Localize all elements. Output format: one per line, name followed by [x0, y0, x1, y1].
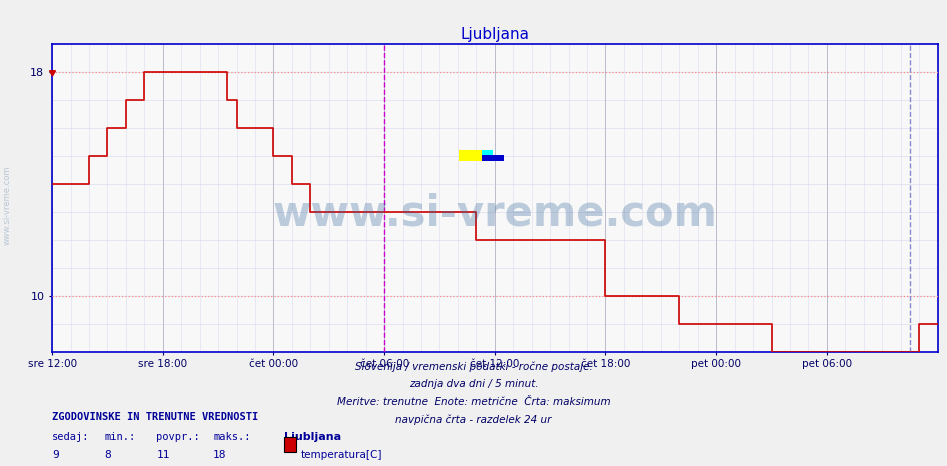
Title: Ljubljana: Ljubljana — [460, 27, 529, 42]
Text: navpična črta - razdelek 24 ur: navpična črta - razdelek 24 ur — [395, 414, 552, 425]
Text: www.si-vreme.com: www.si-vreme.com — [273, 192, 717, 234]
Text: 18: 18 — [213, 450, 226, 459]
Text: min.:: min.: — [104, 432, 135, 442]
Text: Meritve: trenutne  Enote: metrične  Črta: maksimum: Meritve: trenutne Enote: metrične Črta: … — [337, 397, 610, 406]
Text: zadnja dva dni / 5 minut.: zadnja dva dni / 5 minut. — [409, 379, 538, 389]
Text: ZGODOVINSKE IN TRENUTNE VREDNOSTI: ZGODOVINSKE IN TRENUTNE VREDNOSTI — [52, 412, 259, 422]
Text: povpr.:: povpr.: — [156, 432, 200, 442]
Text: www.si-vreme.com: www.si-vreme.com — [3, 165, 12, 245]
Text: 8: 8 — [104, 450, 111, 459]
Text: temperatura[C]: temperatura[C] — [301, 450, 383, 459]
Text: 9: 9 — [52, 450, 59, 459]
Text: Ljubljana: Ljubljana — [284, 432, 341, 442]
Text: Slovenija / vremenski podatki - ročne postaje.: Slovenija / vremenski podatki - ročne po… — [354, 361, 593, 372]
Text: maks.:: maks.: — [213, 432, 251, 442]
Text: sedaj:: sedaj: — [52, 432, 90, 442]
Text: 11: 11 — [156, 450, 170, 459]
